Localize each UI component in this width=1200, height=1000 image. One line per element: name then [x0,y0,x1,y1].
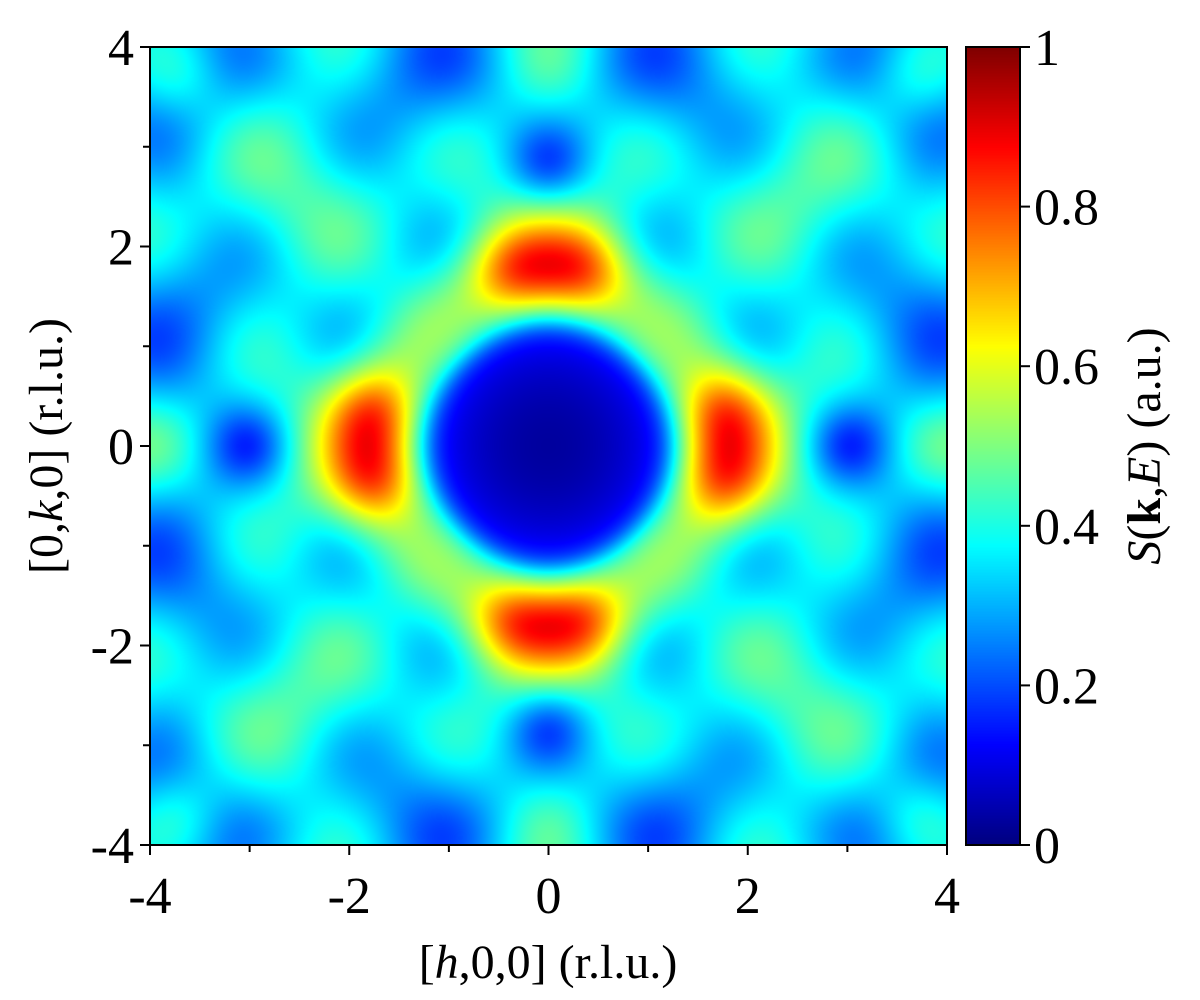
colorbar-tick-label: 0.4 [1034,499,1099,556]
y-tick-label: 2 [108,220,134,277]
colorbar-tick-label: 0.8 [1034,180,1099,237]
colorbar-ticks: 1 0.8 0.6 0.4 0.2 0 [1020,20,1099,875]
colorbar-tick-label: 0.6 [1034,339,1099,396]
x-tick-label: -2 [328,868,371,925]
colorbar-tick-label: 0 [1034,818,1060,875]
x-axis-label: [h,0,0] (r.l.u.) [419,936,678,989]
y-axis-label: [0,k,0] (r.l.u.) [20,318,73,574]
x-tick-label: 0 [536,868,562,925]
x-tick-label: -4 [128,868,171,925]
colorbar-label: S(k,E) (a.u.) [1118,327,1171,564]
x-tick-label: 4 [934,868,960,925]
heatmap-plot-area [150,47,947,845]
colorbar-frame [965,46,1021,846]
x-axis-ticks: -4 -2 0 2 4 [128,845,960,925]
colorbar-tick-label: 1 [1034,20,1060,77]
colorbar [966,47,1020,845]
y-tick-label: 4 [108,20,134,77]
y-tick-label: 0 [108,419,134,476]
y-tick-label: -2 [91,619,134,676]
y-axis-ticks: 4 2 0 -2 -4 [91,20,150,875]
x-tick-label: 2 [735,868,761,925]
plot-frame [149,46,948,846]
y-tick-label: -4 [91,818,134,875]
colorbar-tick-label: 0.2 [1034,658,1099,715]
